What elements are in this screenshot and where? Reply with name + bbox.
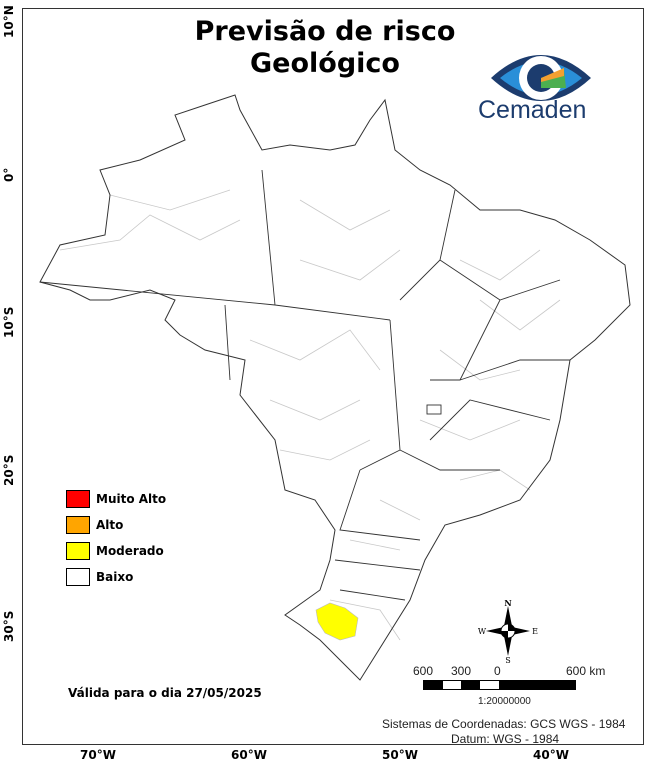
lat-label: 30°S bbox=[2, 610, 16, 642]
legend-swatch bbox=[66, 490, 90, 508]
lon-label: 60°W bbox=[231, 748, 267, 762]
map-title: Previsão de risco Geológico bbox=[194, 16, 456, 79]
validity-date: Válida para o dia 27/05/2025 bbox=[68, 686, 262, 700]
scale-label: 600 km bbox=[566, 664, 606, 678]
legend-swatch bbox=[66, 516, 90, 534]
scale-label: 300 bbox=[451, 664, 472, 678]
legend: Muito Alto Alto Moderado Baixo bbox=[66, 486, 166, 590]
crs-text: Sistemas de Coordenadas: GCS WGS - 1984 bbox=[382, 717, 626, 731]
legend-item: Alto bbox=[66, 512, 166, 538]
lon-label: 40°W bbox=[533, 748, 569, 762]
compass-s: S bbox=[505, 656, 510, 664]
lat-label: 0° bbox=[2, 167, 16, 182]
lat-label: 10°N bbox=[2, 5, 16, 38]
legend-item: Muito Alto bbox=[66, 486, 166, 512]
scale-label: 600 bbox=[413, 664, 434, 678]
datum-text: Datum: WGS - 1984 bbox=[451, 732, 560, 746]
state-boundaries bbox=[39, 169, 570, 601]
lat-label: 10°S bbox=[2, 306, 16, 338]
lat-label: 20°S bbox=[2, 454, 16, 486]
legend-item: Baixo bbox=[66, 564, 166, 590]
map-frame bbox=[22, 8, 644, 745]
scale-label: 0 bbox=[494, 664, 501, 678]
brazil-outline bbox=[39, 94, 631, 681]
compass-w: W bbox=[478, 627, 487, 636]
legend-swatch bbox=[66, 568, 90, 586]
compass-e: E bbox=[532, 627, 538, 636]
lon-label: 70°W bbox=[80, 748, 116, 762]
logo-text: Cemaden bbox=[478, 96, 587, 124]
compass-n: N bbox=[504, 598, 511, 608]
scale-ratio: 1:20000000 bbox=[478, 696, 531, 707]
north-arrow-icon: N S W E bbox=[478, 598, 538, 664]
moderate-risk-area bbox=[315, 602, 359, 641]
legend-swatch bbox=[66, 542, 90, 560]
scale-bar bbox=[423, 680, 576, 690]
legend-item: Moderado bbox=[66, 538, 166, 564]
lon-label: 50°W bbox=[382, 748, 418, 762]
cemaden-logo bbox=[491, 55, 591, 101]
